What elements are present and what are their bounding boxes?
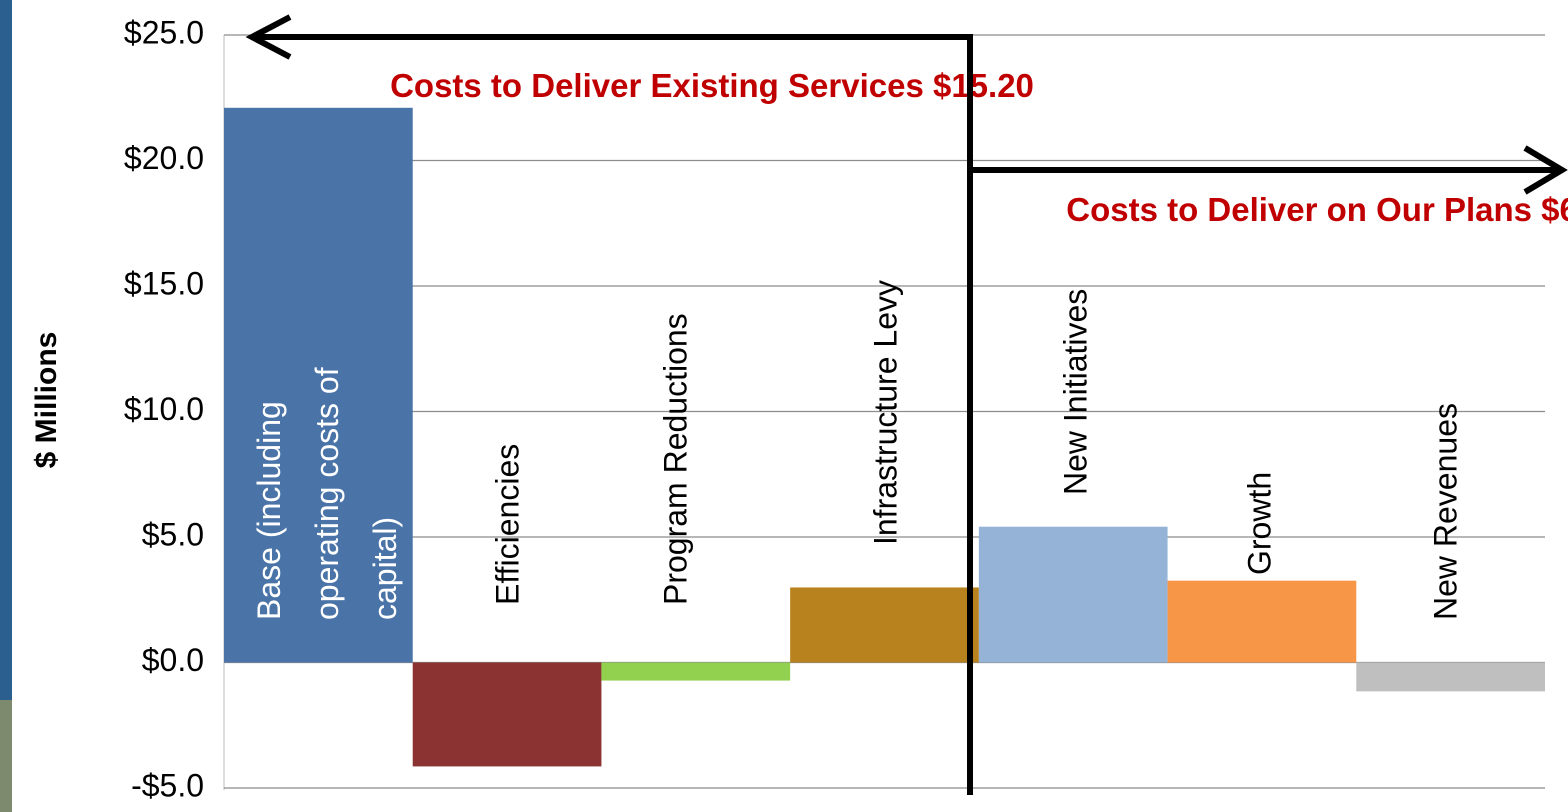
category-label: Growth: [1241, 472, 1277, 575]
category-label: New Initiatives: [1057, 289, 1093, 495]
side-image: [0, 0, 12, 700]
bar: [601, 663, 790, 681]
category-label: Infrastructure Levy: [867, 280, 903, 545]
category-label: Efficiencies: [489, 444, 525, 605]
annotation: Costs to Deliver on Our Plans $6.97: [1066, 191, 1568, 228]
y-tick-label: $0.0: [142, 642, 204, 678]
bar: [1168, 581, 1357, 663]
bar: [413, 663, 602, 767]
y-tick-label: $25.0: [124, 14, 204, 50]
bar: [1356, 663, 1545, 692]
annotation: Costs to Deliver Existing Services $15.2…: [390, 67, 1034, 104]
chart: $ Millions -$5.0 $0.0 $5.0 $10.0 $15.0 $20.0 $…: [0, 0, 1568, 812]
category-label: Program Reductions: [657, 313, 693, 605]
y-tick-label: -$5.0: [131, 767, 204, 803]
side-image: [0, 700, 12, 812]
y-tick-label: $10.0: [124, 391, 204, 427]
category-label: New Revenues: [1427, 403, 1463, 620]
y-tick-label: $15.0: [124, 265, 204, 301]
y-tick-label: $20.0: [124, 140, 204, 176]
bar: [979, 527, 1168, 663]
y-tick-label: $5.0: [142, 516, 204, 552]
bar: [790, 587, 979, 662]
y-axis-label: $ Millions: [30, 332, 63, 469]
